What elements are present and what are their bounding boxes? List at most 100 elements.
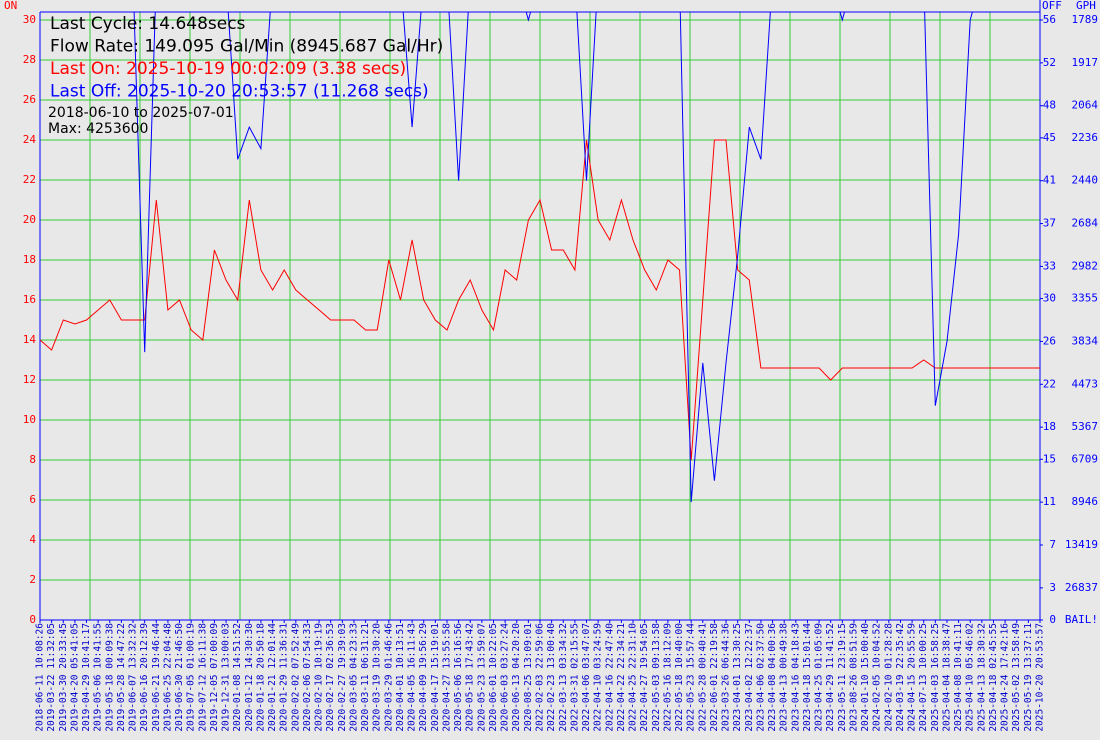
gph-tick-label: BAIL! — [1065, 613, 1098, 626]
x-tick-label: 2019-05-06 10:41:55 — [93, 623, 104, 732]
x-tick-label: 2025-04-03 16:58:25 — [930, 623, 941, 732]
x-tick-label: 2019-05-18 00:09:38 — [104, 623, 115, 732]
x-tick-label: 2025-04-10 05:46:02 — [965, 623, 976, 732]
x-tick-label: 2025-04-18 02:45:55 — [988, 623, 999, 732]
annotation: Last Cycle: 14.648secs — [50, 14, 246, 34]
x-tick-label: 2022-03-13 03:34:32 — [558, 623, 569, 732]
gph-tick-label: 2440 — [1072, 174, 1099, 187]
y2-tick-label: 15 — [1043, 452, 1056, 465]
y2-tick-label: 3 — [1049, 581, 1056, 594]
x-tick-label: 2020-05-18 17:43:42 — [465, 623, 476, 732]
annotation: Last On: 2025-10-19 00:02:09 (3.38 secs) — [50, 59, 406, 79]
gph-tick-label: 2684 — [1072, 217, 1099, 230]
x-tick-label: 2022-04-10 03:24:59 — [593, 623, 604, 732]
x-tick-label: 2022-04-16 22:47:40 — [604, 623, 615, 732]
y2-tick-label: 11 — [1043, 495, 1056, 508]
x-tick-label: 2023-04-08 04:00:36 — [767, 623, 778, 732]
x-tick-label: 2023-04-13 00:49:38 — [779, 623, 790, 732]
y-tick-label: 30 — [23, 13, 36, 26]
x-tick-label: 2020-08-25 13:09:01 — [523, 623, 534, 732]
x-tick-label: 2022-05-23 15:57:44 — [686, 623, 697, 732]
y2-tick-label: 52 — [1043, 56, 1056, 69]
y2-tick-label: 41 — [1043, 174, 1056, 187]
x-tick-label: 2025-05-19 13:37:11 — [1023, 623, 1034, 732]
x-tick-label: 2022-04-25 22:31:10 — [628, 623, 639, 732]
x-tick-label: 2024-02-05 10:04:52 — [872, 623, 883, 732]
x-tick-label: 2024-02-10 01:28:28 — [883, 623, 894, 732]
y-tick-label: 22 — [23, 173, 36, 186]
y-tick-label: 24 — [23, 133, 37, 146]
x-tick-label: 2024-07-13 10:00:25 — [918, 623, 929, 732]
x-tick-label: 2023-04-18 15:01:44 — [802, 623, 813, 732]
x-tick-label: 2022-04-06 03:47:07 — [581, 623, 592, 732]
x-tick-label: 2019-05-28 14:47:22 — [116, 623, 127, 732]
x-tick-label: 2020-02-10 10:19:19 — [314, 623, 325, 732]
x-tick-label: 2020-05-06 16:16:56 — [453, 623, 464, 732]
y-tick-label: 0 — [29, 613, 36, 626]
y2-tick-label: 18 — [1043, 420, 1056, 433]
x-tick-label: 2020-02-17 02:36:53 — [325, 623, 336, 732]
x-tick-label: 2025-04-24 17:42:16 — [1000, 623, 1011, 732]
note: Max: 4253600 — [48, 121, 148, 137]
x-tick-label: 2020-03-19 10:30:20 — [372, 623, 383, 732]
gph-tick-label: 8946 — [1072, 495, 1099, 508]
gph-tick-label: 5367 — [1072, 420, 1099, 433]
x-tick-label: 2020-06-03 03:27:24 — [500, 623, 511, 732]
y2-tick-label: 26 — [1043, 334, 1056, 347]
x-tick-label: 2022-05-16 18:12:09 — [662, 623, 673, 732]
x-tick-label: 2019-03-22 11:32:05 — [46, 623, 57, 732]
x-tick-label: 2024-01-10 15:00:40 — [860, 623, 871, 732]
y-tick-label: 6 — [29, 493, 36, 506]
gph-axis-label: GPH — [1076, 0, 1096, 12]
x-tick-label: 2022-02-23 13:00:40 — [546, 623, 557, 732]
gph-tick-label: 6709 — [1072, 452, 1099, 465]
series-layer — [40, 12, 1040, 503]
x-tick-label: 2019-12-31 13:00:03 — [221, 623, 232, 732]
gph-tick-label: 3834 — [1072, 334, 1099, 347]
x-tick-label: 2024-04-15 20:55:59 — [907, 623, 918, 732]
gph-tick-label: 13419 — [1065, 538, 1098, 551]
x-tick-label: 2019-03-30 20:33:45 — [58, 623, 69, 732]
x-tick-label: 2025-04-04 18:38:47 — [941, 623, 952, 732]
y2-tick-label: 37 — [1043, 217, 1056, 230]
y2-tick-label: 30 — [1043, 292, 1056, 305]
x-tick-label: 2019-07-05 01:00:19 — [186, 623, 197, 732]
gph-tick-label: 3355 — [1072, 292, 1099, 305]
x-tick-label: 2020-04-17 15:19:01 — [430, 623, 441, 732]
x-tick-label: 2022-05-18 10:40:00 — [674, 623, 685, 732]
y-tick-label: 20 — [23, 213, 36, 226]
y-tick-label: 16 — [23, 293, 36, 306]
x-tick-label: 2022-06-01 22:19:58 — [709, 623, 720, 732]
gph-tick-label: 2064 — [1072, 99, 1099, 112]
x-tick-label: 2020-04-09 19:56:29 — [418, 623, 429, 732]
x-tick-label: 2022-03-31 02:15:55 — [569, 623, 580, 732]
x-tick-label: 2019-06-07 13:32:32 — [128, 623, 139, 732]
y2-axis-label: OFF — [1042, 0, 1062, 12]
x-tick-label: 2020-03-29 01:46:46 — [383, 623, 394, 732]
x-tick-label: 2019-04-20 05:41:05 — [69, 623, 80, 732]
x-tick-label: 2023-04-29 11:41:52 — [825, 623, 836, 732]
x-tick-label: 2023-04-02 12:22:37 — [744, 623, 755, 732]
x-tick-label: 2020-01-12 14:30:30 — [244, 623, 255, 732]
x-tick-label: 2025-04-08 10:41:11 — [953, 623, 964, 732]
x-tick-label: 2023-04-25 01:05:09 — [814, 623, 825, 732]
x-tick-label: 2020-01-21 12:01:44 — [267, 623, 278, 732]
y-tick-label: 28 — [23, 53, 36, 66]
x-tick-label: 2020-05-23 13:59:07 — [476, 623, 487, 732]
x-tick-label: 2020-06-13 04:20:20 — [511, 623, 522, 732]
x-tick-label: 2019-07-12 16:11:38 — [197, 623, 208, 732]
y2-tick-label: 22 — [1043, 377, 1056, 390]
gph-tick-label: 2982 — [1072, 259, 1099, 272]
y-tick-label: 4 — [29, 533, 36, 546]
x-tick-label: 2019-06-21 19:46:44 — [151, 623, 162, 732]
gph-tick-label: 1789 — [1072, 13, 1099, 26]
y-tick-label: 10 — [23, 413, 36, 426]
x-tick-label: 2019-06-16 20:12:39 — [139, 623, 150, 732]
x-tick-label: 2025-10-20 20:53:57 — [1035, 623, 1046, 732]
x-tick-label: 2020-03-11 06:31:21 — [360, 623, 371, 732]
x-tick-label: 2022-04-27 19:54:05 — [639, 623, 650, 732]
gph-tick-label: 4473 — [1072, 377, 1099, 390]
x-tick-label: 2020-02-02 07:52:49 — [290, 623, 301, 732]
annotation: Last Off: 2025-10-20 20:53:57 (11.268 se… — [50, 82, 429, 102]
